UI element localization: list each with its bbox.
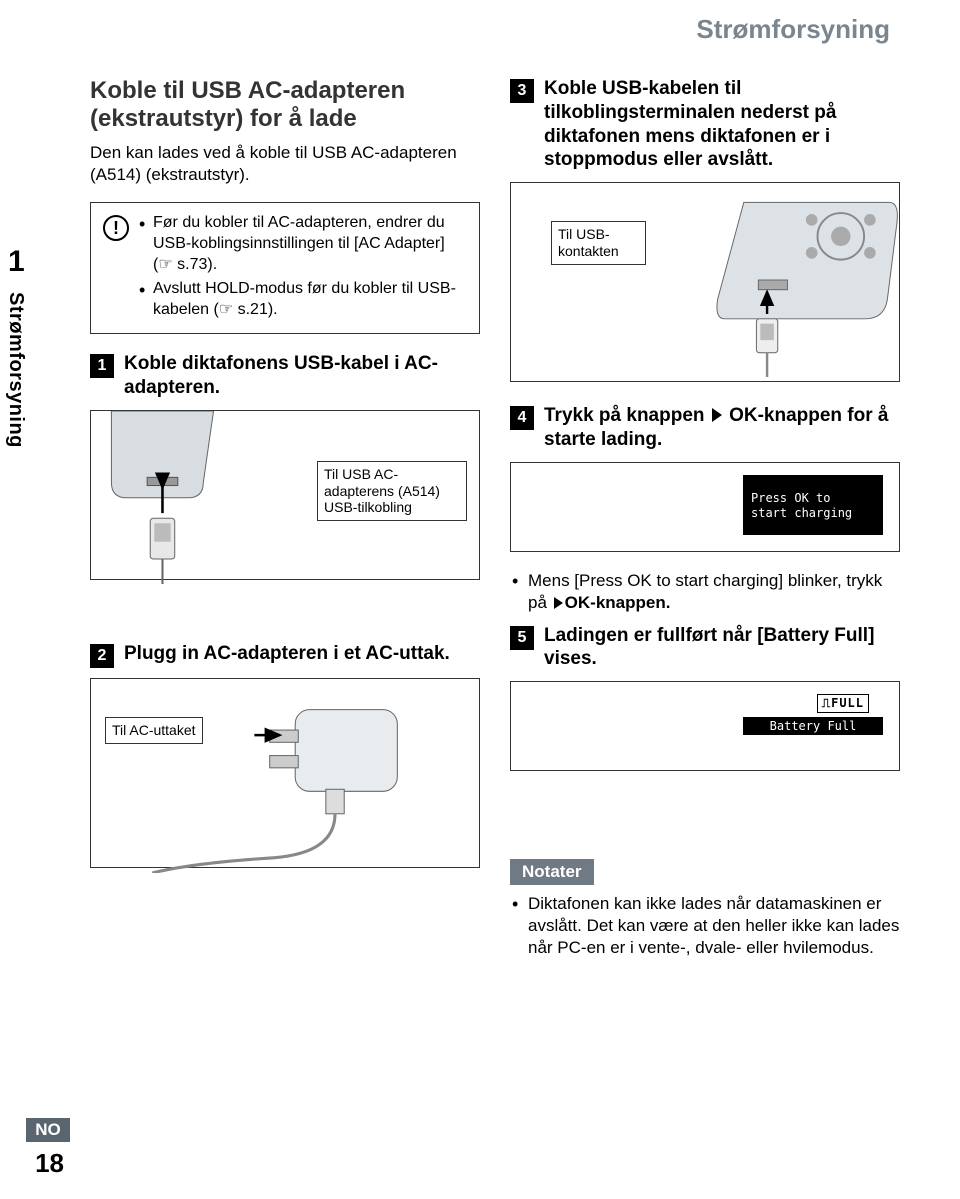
step-number: 3 [510,79,534,103]
chapter-number: 1 [8,245,25,279]
adapter-illustration [91,679,479,873]
step-text: Trykk på knappen OK-knappen for å starte… [544,404,900,452]
tip-box: ! Før du kobler til AC-adapteren, endrer… [90,202,480,334]
step-text: Plugg in AC-adapteren i et AC-uttak. [124,642,450,666]
lcd-display: Press OK to start charging [743,475,883,535]
header-title: Strømforsyning [696,14,890,44]
step-text: Ladingen er fullført når [Battery Full] … [544,624,900,672]
right-column: 3 Koble USB-kabelen til tilkoblingstermi… [510,77,900,969]
step-text: Koble diktafonens USB-kabel i AC-adapter… [124,352,480,400]
step-3: 3 Koble USB-kabelen til tilkoblingstermi… [510,77,900,172]
lcd-line: start charging [751,506,875,522]
play-icon [554,597,563,609]
step-number: 2 [90,644,114,668]
language-badge: NO [26,1118,70,1142]
step-text: Koble USB-kabelen til tilkoblingstermina… [544,77,900,172]
step-number: 1 [90,354,114,378]
step-5: 5 Ladingen er fullført når [Battery Full… [510,624,900,672]
step-number: 4 [510,406,534,430]
step-4: 4 Trykk på knappen OK-knappen for å star… [510,404,900,452]
lcd-line: Press OK to [751,491,875,507]
figure-3: Til USB-kontakten [510,182,900,382]
page-number: 18 [10,1148,70,1179]
step-1: 1 Koble diktafonens USB-kabel i AC-adapt… [90,352,480,400]
section-heading: Koble til USB AC-adapteren (ekstrautstyr… [90,77,480,132]
alert-icon: ! [103,215,129,241]
battery-full-icon: ⎍FULL [817,694,869,713]
page-footer: NO 18 [10,1118,70,1179]
tip-item: Før du kobler til AC-adapteren, endrer d… [139,213,467,275]
content: 1 Strømforsyning Koble til USB AC-adapte… [0,45,960,969]
left-column: Koble til USB AC-adapteren (ekstrautstyr… [90,77,480,969]
figure-1: Til USB AC-adapterens (A514) USB-tilkobl… [90,410,480,580]
note-item: Mens [Press OK to start charging] blinke… [510,570,900,614]
intro-text: Den kan lades ved å koble til USB AC-ada… [90,142,480,186]
lcd-bar: Battery Full [743,717,883,735]
chapter-label: Strømforsyning [4,292,27,448]
step-number: 5 [510,626,534,650]
screen-2: ⎍FULL Battery Full [510,681,900,771]
tip-list: Før du kobler til AC-adapteren, endrer d… [139,213,467,323]
figure-2: Til AC-uttaket [90,678,480,868]
notes-label: Notater [510,859,594,885]
recorder-illustration [511,183,899,377]
left-rail: 1 Strømforsyning [0,77,60,969]
page-header: Strømforsyning [0,0,960,45]
play-icon [712,408,722,422]
step-2: 2 Plugg in AC-adapteren i et AC-uttak. [90,642,480,668]
lcd-display-2: ⎍FULL Battery Full [743,694,883,735]
tip-item: Avslutt HOLD-modus før du kobler til USB… [139,279,467,321]
note-list: Mens [Press OK to start charging] blinke… [510,570,900,614]
callout-1: Til USB AC-adapterens (A514) USB-tilkobl… [317,461,467,521]
note-post: OK-knappen. [565,593,671,612]
callout-2: Til AC-uttaket [105,717,203,744]
notes-list: Diktafonen kan ikke lades når datamaskin… [510,893,900,959]
screen-1: Press OK to start charging [510,462,900,552]
callout-3: Til USB-kontakten [551,221,646,265]
step4-pre: Trykk på knappen [544,405,705,426]
note-item: Diktafonen kan ikke lades når datamaskin… [510,893,900,959]
